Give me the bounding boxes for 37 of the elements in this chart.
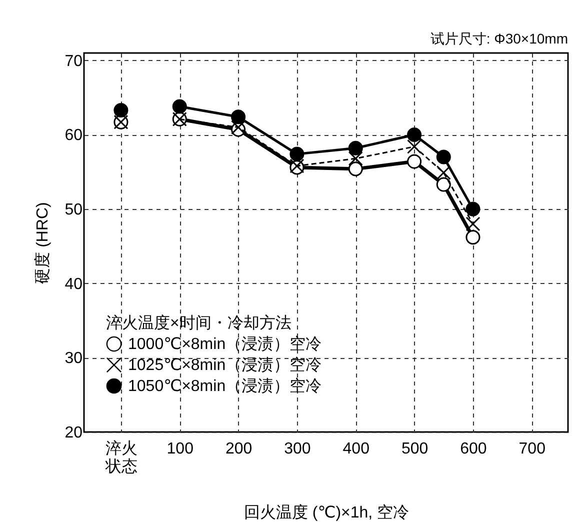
legend-label: 1025℃×8min（浸渍）空冷 — [128, 356, 322, 374]
y-tick-label: 60 — [64, 127, 83, 144]
y-axis-title: 硬度 (HRC) — [34, 202, 52, 284]
point — [348, 162, 363, 176]
point — [231, 110, 246, 124]
point — [407, 139, 422, 154]
point — [436, 150, 451, 164]
y-tick-label: 50 — [64, 202, 83, 219]
x-tick-label: 600 — [460, 440, 487, 458]
legend-label: 1000℃×8min（浸渍）空冷 — [128, 335, 322, 353]
point — [436, 177, 451, 192]
point — [114, 102, 128, 118]
point — [466, 216, 480, 232]
y-tick-label: 20 — [64, 424, 83, 442]
point — [436, 165, 451, 180]
point — [172, 99, 187, 114]
point — [466, 230, 480, 245]
x-tick-label: 500 — [401, 440, 428, 458]
legend-title: 淬火温度×时间・冷却方法 — [106, 314, 292, 332]
point — [348, 140, 363, 156]
y-tick-label: 30 — [64, 350, 83, 368]
legend-label: 1050℃×8min（浸渍）空冷 — [128, 377, 322, 395]
y-tick-label: 40 — [64, 276, 83, 293]
y-tick-label: 70 — [64, 52, 83, 70]
x-tick-label: 300 — [284, 440, 311, 458]
point — [348, 151, 363, 166]
point — [407, 154, 422, 169]
x-tick-label: 100 — [166, 440, 194, 458]
point — [407, 127, 422, 142]
x-tick-label: 700 — [518, 440, 546, 458]
x-axis-title: 回火温度 (℃)×1h, 空冷 — [244, 504, 410, 522]
point — [290, 146, 304, 162]
point — [466, 202, 480, 216]
x-tick-label: 200 — [225, 440, 252, 458]
text: 试片尺寸: Φ30×10mm — [430, 30, 568, 46]
x-tick-label: 淬火状态 — [104, 440, 138, 476]
x-tick-label: 400 — [342, 440, 370, 458]
